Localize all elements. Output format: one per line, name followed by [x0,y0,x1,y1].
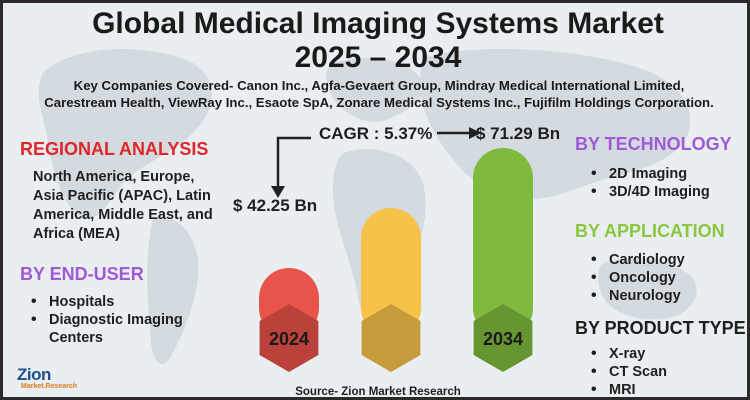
regional-analysis-heading: REGIONAL ANALYSIS [20,139,209,159]
arrow-right-icon [469,127,481,139]
end-user-heading: BY END-USER [20,264,144,284]
technology-list: 2D Imaging 3D/4D Imaging [589,165,747,201]
list-item: Diagnostic Imaging Centers [29,311,219,347]
list-item: 2D Imaging [589,165,747,183]
hexagon-base-middle [361,304,421,372]
page-subtitle-years: 2025 – 2034 [294,41,462,74]
arrow-down-icon [271,186,285,198]
category-label-2034: 2034 [483,329,523,349]
product-type-heading: BY PRODUCT TYPE [575,318,746,338]
value-label-2034: $ 71.29 Bn [476,124,561,143]
regional-analysis-text: North America, Europe, Asia Pacific (APA… [33,169,213,242]
application-heading: BY APPLICATION [575,221,725,241]
logo-subtitle: Market.Research [21,383,78,390]
value-label-2024: $ 42.25 Bn [233,196,318,215]
list-item: MRI [589,381,747,397]
list-item: Cardiology [589,251,747,269]
list-item: X-ray [589,345,747,363]
technology-heading: BY TECHNOLOGY [575,134,732,154]
product-type-list: X-ray CT Scan MRI [589,345,747,397]
key-companies-text: Key Companies Covered- Canon Inc., Agfa-… [44,78,714,110]
page-title: Global Medical Imaging Systems Market [92,7,664,40]
end-user-list: Hospitals Diagnostic Imaging Centers [29,293,219,347]
list-item: Hospitals [29,293,219,311]
hexagon-base-2024 [259,304,319,372]
zion-logo: Zion Market.Research [13,365,93,395]
bar-middle [361,208,421,338]
market-size-chart: 2024 2034 [259,127,533,372]
cagr-connector-line [276,136,311,190]
list-item: Oncology [589,269,747,287]
cagr-label: CAGR : 5.37% [319,124,433,143]
logo-name: Zion [17,365,51,384]
hexagon-base-2034 [473,304,533,372]
source-text: Source- Zion Market Research [295,386,461,398]
category-label-2024: 2024 [269,329,309,349]
application-list: Cardiology Oncology Neurology [589,251,747,305]
list-item: Neurology [589,287,747,305]
list-item: 3D/4D Imaging [589,183,747,201]
list-item: CT Scan [589,363,747,381]
bar-2034 [473,148,533,338]
